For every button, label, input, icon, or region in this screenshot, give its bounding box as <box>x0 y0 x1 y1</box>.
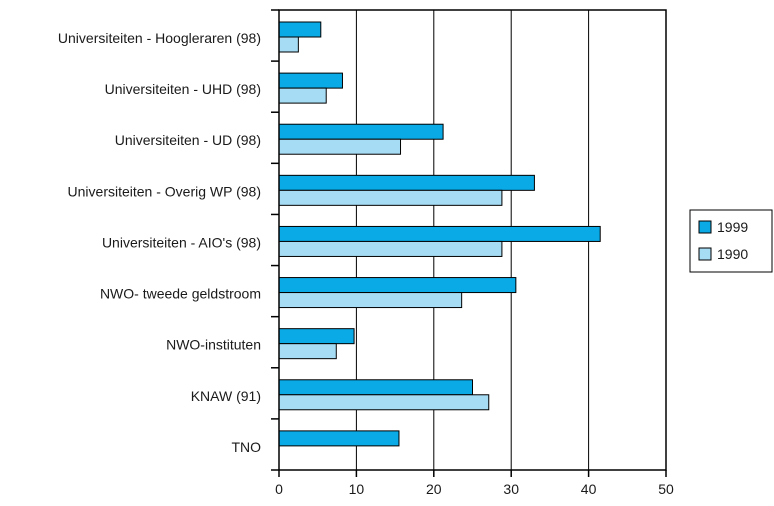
bar-1990 <box>278 138 402 155</box>
y-axis: Universiteiten - Hoogleraren (98) Univers… <box>58 9 279 471</box>
x-axis: 0 10 20 30 40 50 <box>275 470 674 497</box>
bar-1990 <box>278 343 337 360</box>
legend-swatch-1990 <box>698 247 712 261</box>
x-tick-label: 40 <box>581 481 597 497</box>
bar-1999 <box>278 225 601 242</box>
bar-1990 <box>278 36 299 53</box>
bar-1999 <box>278 174 535 191</box>
legend-label-1999: 1999 <box>717 219 748 235</box>
legend-swatch-1999 <box>698 220 712 234</box>
bar-1999 <box>278 379 473 396</box>
x-tick-label: 20 <box>426 481 442 497</box>
bar-1999 <box>278 21 322 38</box>
category-label: KNAW (91) <box>191 388 261 404</box>
bar-1990 <box>278 292 463 309</box>
category-label: Universiteiten - AIO's (98) <box>102 234 261 250</box>
bar-1999 <box>278 430 400 447</box>
bar-1999 <box>278 328 355 345</box>
bar-1990 <box>278 189 503 206</box>
legend-box <box>689 209 773 273</box>
bar-1999 <box>278 123 444 140</box>
bar-1990 <box>278 240 503 257</box>
bars <box>278 21 601 447</box>
x-tick-label: 0 <box>275 481 283 497</box>
bar-1999 <box>278 277 517 294</box>
plot-frame <box>278 9 667 471</box>
x-tick-label: 10 <box>349 481 365 497</box>
category-label: Universiteiten - Overig WP (98) <box>68 183 261 199</box>
category-label: NWO- tweede geldstroom <box>100 286 261 302</box>
category-label: Universiteiten - UHD (98) <box>105 81 261 97</box>
category-label: TNO <box>231 439 261 455</box>
legend: 1999 1990 <box>689 209 773 273</box>
legend-label-1990: 1990 <box>717 246 748 262</box>
category-label: NWO-instituten <box>166 337 261 353</box>
bar-1990 <box>278 394 490 411</box>
x-tick-label: 30 <box>503 481 519 497</box>
x-tick-label: 50 <box>658 481 674 497</box>
bar-1990 <box>278 87 327 104</box>
category-label: Universiteiten - Hoogleraren (98) <box>58 30 261 46</box>
category-label: Universiteiten - UD (98) <box>115 132 261 148</box>
bar-1999 <box>278 72 343 89</box>
